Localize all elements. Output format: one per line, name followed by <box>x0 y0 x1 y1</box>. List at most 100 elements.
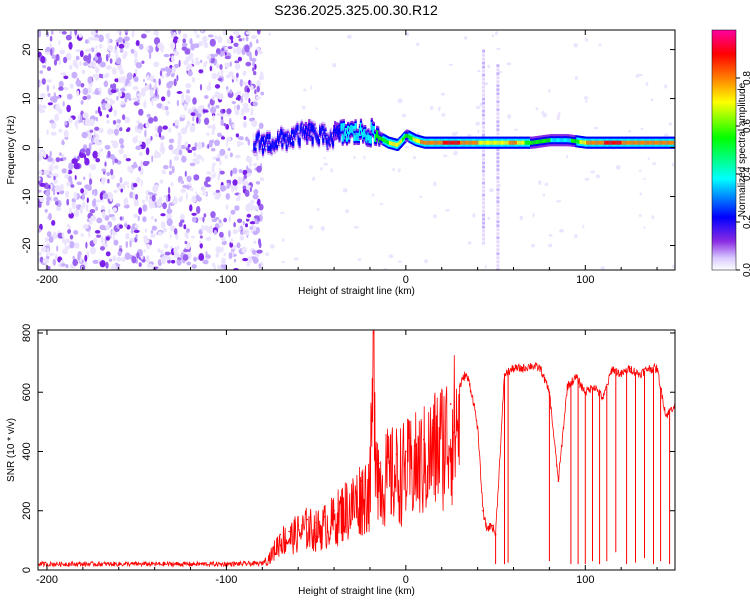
noise-blob <box>243 91 250 99</box>
spectrogram-ylabel: Frequency (Hz) <box>6 116 17 185</box>
noise-blob <box>81 192 85 201</box>
noise-blob <box>96 234 101 238</box>
noise-blob <box>195 34 200 39</box>
snr-point <box>464 373 466 376</box>
snr-xtick-label: -100 <box>215 574 237 586</box>
noise-blob <box>79 50 84 58</box>
noise-blob <box>44 209 48 213</box>
vertical-streak <box>482 113 485 117</box>
vertical-streak <box>496 240 500 244</box>
noise-blob <box>95 199 102 203</box>
noise-blob <box>53 176 56 181</box>
noise-blob <box>225 204 229 211</box>
noise-blob <box>209 38 216 47</box>
noise-blob <box>45 190 51 197</box>
ridge-cell <box>341 133 344 142</box>
noise-blob <box>55 157 61 163</box>
noise-blob <box>227 46 233 50</box>
noise-blob <box>224 55 231 60</box>
noise-blob <box>182 184 188 189</box>
noise-blob <box>114 45 117 52</box>
sparse-noise <box>323 162 328 166</box>
noise-blob <box>252 101 258 107</box>
noise-blob <box>82 62 89 66</box>
snr-point <box>360 480 362 482</box>
noise-blob <box>66 180 71 187</box>
vertical-streak <box>482 57 485 61</box>
sparse-noise <box>585 37 588 42</box>
snr-line <box>38 330 675 568</box>
noise-blob <box>189 125 196 133</box>
noise-blob <box>99 260 106 268</box>
noise-blob <box>233 258 237 263</box>
noise-blob <box>201 157 204 162</box>
noise-blob <box>162 202 167 210</box>
noise-blob <box>138 262 142 267</box>
noise-blob <box>48 164 54 172</box>
noise-blob <box>191 58 195 65</box>
noise-blob <box>154 184 160 188</box>
noise-blob <box>160 213 166 217</box>
noise-blob <box>255 181 261 185</box>
noise-blob <box>85 241 88 249</box>
sparse-noise <box>638 169 642 172</box>
vertical-streak <box>496 148 500 152</box>
noise-blob <box>116 256 122 262</box>
noise-blob <box>153 37 161 46</box>
noise-blob <box>108 53 111 58</box>
noise-blob <box>113 239 119 246</box>
sparse-noise <box>584 177 590 181</box>
ridge-cell <box>342 123 345 132</box>
ridge-cell <box>573 139 576 143</box>
noise-blob <box>49 150 52 157</box>
noise-blob <box>168 214 172 219</box>
vertical-streak <box>496 172 500 176</box>
noise-blob <box>92 199 97 207</box>
noise-blob <box>185 147 190 151</box>
noise-blob <box>153 116 158 122</box>
noise-blob <box>214 195 221 200</box>
noise-blob <box>246 256 253 264</box>
noise-blob <box>246 172 252 177</box>
ridge-cell <box>622 140 625 145</box>
sparse-noise <box>392 167 395 172</box>
snr-point <box>270 551 273 553</box>
noise-blob <box>224 46 229 51</box>
noise-blob <box>51 220 56 226</box>
noise-blob <box>169 159 172 167</box>
noise-blob <box>140 88 146 97</box>
sparse-noise <box>668 122 673 126</box>
noise-blob <box>252 67 255 72</box>
noise-blob <box>98 127 104 133</box>
noise-blob <box>110 168 114 176</box>
sparse-noise <box>590 170 595 174</box>
noise-blob <box>231 101 236 104</box>
noise-blob <box>219 231 224 238</box>
noise-blob <box>157 128 161 134</box>
noise-blob <box>223 252 226 257</box>
noise-blob <box>39 82 42 87</box>
noise-blob <box>113 189 118 193</box>
noise-blob <box>133 161 137 167</box>
vertical-streak <box>496 68 500 72</box>
noise-blob <box>197 117 201 125</box>
noise-blob <box>55 200 59 206</box>
vertical-streak <box>496 248 500 252</box>
noise-blob <box>149 89 154 98</box>
noise-blob <box>202 216 205 223</box>
vertical-streak <box>496 228 500 232</box>
sparse-noise <box>475 105 481 110</box>
sparse-noise <box>430 105 434 111</box>
noise-blob <box>141 33 147 39</box>
noise-blob <box>189 52 194 59</box>
noise-blob <box>156 198 160 206</box>
snr-point <box>521 367 524 370</box>
noise-blob <box>252 230 259 236</box>
noise-blob <box>111 263 117 270</box>
noise-blob <box>203 61 207 68</box>
noise-blob <box>186 120 191 127</box>
noise-blob <box>206 85 212 91</box>
ridge-cell <box>517 140 520 145</box>
noise-blob <box>258 122 264 129</box>
